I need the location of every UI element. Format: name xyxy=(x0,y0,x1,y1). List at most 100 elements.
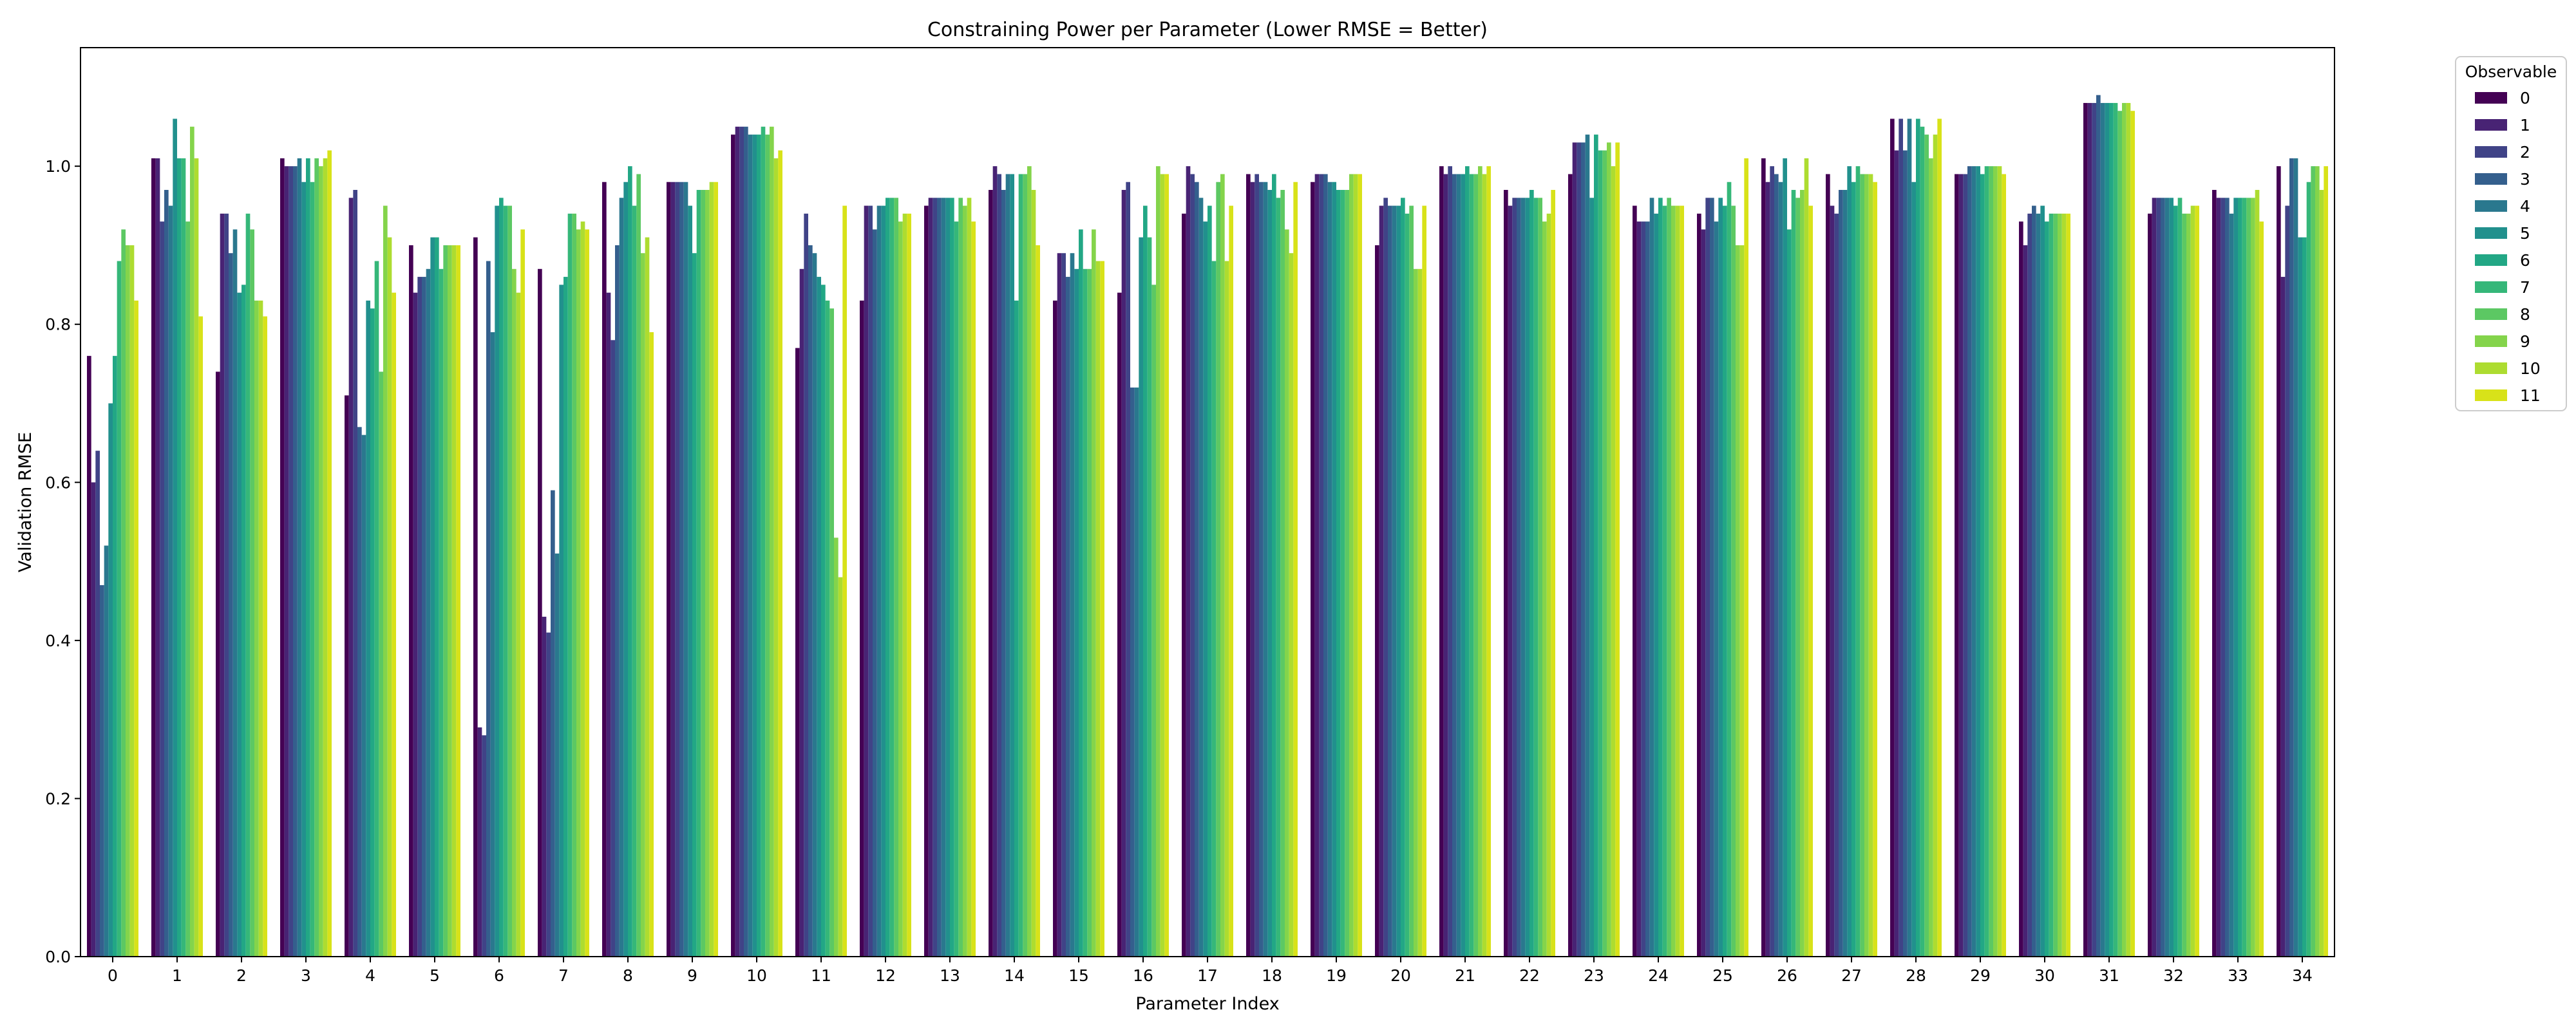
x-tick-label: 7 xyxy=(558,966,569,985)
x-axis-label: Parameter Index xyxy=(1135,994,1279,1014)
bar xyxy=(821,285,826,957)
bar xyxy=(567,213,573,957)
bar xyxy=(254,300,259,957)
bar xyxy=(100,585,104,957)
bar xyxy=(1937,118,1942,957)
bar xyxy=(160,221,164,957)
bar xyxy=(1976,166,1980,957)
x-tick-label: 16 xyxy=(1133,966,1153,985)
bar xyxy=(1517,198,1521,957)
bar xyxy=(2023,245,2028,957)
bar xyxy=(838,577,843,957)
legend-items: 0 1 2 3 4 5 6 7 8 9 10 11 xyxy=(2475,89,2541,405)
x-tick-label: 12 xyxy=(875,966,896,985)
bar xyxy=(486,261,491,957)
bar xyxy=(1134,387,1139,957)
bar xyxy=(2174,205,2178,957)
bar xyxy=(950,198,954,957)
bar xyxy=(1783,158,1787,957)
bar xyxy=(319,166,323,957)
bar xyxy=(293,166,298,957)
bar xyxy=(967,198,972,957)
bar xyxy=(1396,205,1401,957)
bar xyxy=(1001,190,1006,957)
bar xyxy=(413,292,418,957)
bar xyxy=(1409,205,1414,957)
bar xyxy=(1577,142,1581,957)
bar xyxy=(1392,205,1397,957)
bar xyxy=(512,268,516,957)
bar xyxy=(2087,102,2092,957)
bar xyxy=(1401,198,1405,957)
bar xyxy=(1860,174,1864,957)
bar xyxy=(301,182,306,957)
bar xyxy=(194,158,199,957)
bar xyxy=(1714,221,1719,957)
bar xyxy=(1804,158,1809,957)
bar xyxy=(933,198,937,957)
bar xyxy=(1414,268,1418,957)
bar xyxy=(2148,213,2152,957)
bar xyxy=(1667,198,1671,957)
bar xyxy=(1929,158,1933,957)
bar xyxy=(1744,158,1748,957)
bar xyxy=(1911,182,1916,957)
legend-frame xyxy=(2455,56,2567,411)
bar xyxy=(683,182,688,957)
bar xyxy=(495,205,499,957)
bar xyxy=(1439,166,1444,957)
bar xyxy=(91,482,96,957)
bar xyxy=(731,135,735,957)
bar xyxy=(1010,174,1014,957)
bar xyxy=(2164,198,2170,957)
x-tick-label: 4 xyxy=(365,966,375,985)
bar xyxy=(881,205,886,957)
bar xyxy=(1417,268,1423,957)
bar xyxy=(1388,205,1392,957)
legend-label: 5 xyxy=(2520,224,2530,243)
x-tick-label: 27 xyxy=(1841,966,1862,985)
bar xyxy=(353,190,357,957)
legend-swatch xyxy=(2475,119,2507,131)
bar xyxy=(886,198,890,957)
bar xyxy=(834,538,838,957)
bar xyxy=(572,213,576,957)
bar xyxy=(2324,166,2328,957)
bar xyxy=(2242,198,2247,957)
bar xyxy=(1311,182,1315,957)
bar xyxy=(876,205,882,957)
bar xyxy=(1907,118,1912,957)
bar xyxy=(2169,198,2174,957)
bar xyxy=(1289,253,1294,957)
legend-swatch xyxy=(2475,281,2507,293)
bar xyxy=(829,308,834,957)
bar xyxy=(1263,182,1268,957)
bar xyxy=(2126,102,2131,957)
bar xyxy=(258,300,263,957)
bar xyxy=(992,166,998,957)
y-tick-label: 0.6 xyxy=(45,473,71,492)
bar xyxy=(370,308,375,957)
bar xyxy=(1465,166,1470,957)
bar xyxy=(907,213,911,957)
bar xyxy=(121,229,126,957)
bar xyxy=(1267,190,1272,957)
bar xyxy=(1220,174,1225,957)
bar xyxy=(173,118,177,957)
bar xyxy=(1452,174,1457,957)
x-tick-label: 29 xyxy=(1970,966,1991,985)
x-tick-label: 30 xyxy=(2034,966,2055,985)
bar xyxy=(1839,190,1843,957)
bar xyxy=(503,205,508,957)
bar xyxy=(817,277,821,957)
bar xyxy=(1023,174,1027,957)
bar xyxy=(619,198,624,957)
bar xyxy=(1336,190,1341,957)
bar xyxy=(1053,300,1057,957)
bar xyxy=(1087,268,1092,957)
bar xyxy=(2225,198,2230,957)
bar xyxy=(804,213,808,957)
bar xyxy=(1736,245,1740,957)
bar xyxy=(1259,182,1264,957)
